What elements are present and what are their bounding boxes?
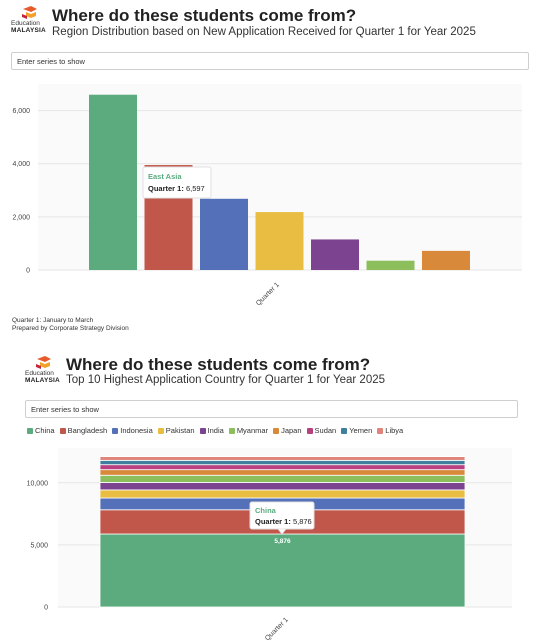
chart-panel-country: Education MALAYSIA Where do these studen… — [0, 350, 539, 640]
tooltip-pointer — [277, 528, 287, 535]
legend-label: Japan — [281, 426, 302, 435]
legend-item-bangladesh[interactable]: Bangladesh — [59, 426, 108, 435]
chart-legend: China Bangladesh Indonesia Pakistan India Mya… — [27, 426, 403, 435]
legend-item-pakistan[interactable]: Pakistan — [157, 426, 195, 435]
legend-label: China — [35, 426, 55, 435]
logo-line1: Education — [25, 370, 54, 377]
chart-tooltip: East Asia Quarter 1: 6,597 — [142, 166, 212, 199]
legend-label: Libya — [385, 426, 404, 435]
y-tick-label: 5,000 — [30, 542, 48, 549]
education-malaysia-logo: Education MALAYSIA — [25, 355, 63, 385]
stack-segment-yemen[interactable] — [99, 459, 466, 466]
stack-segment-libya[interactable] — [99, 456, 466, 461]
country-stacked-bar-chart: 0 5,000 10,000 5,876 Quarter 1 China Quarter 1… — [27, 448, 512, 640]
stack-segment-sudan[interactable] — [99, 464, 466, 471]
tooltip-value-number: 6,597 — [186, 184, 205, 193]
legend-item-yemen[interactable]: Yemen — [341, 426, 372, 435]
legend-swatch — [341, 427, 348, 434]
bar-series-5[interactable] — [311, 239, 359, 270]
series-search-input[interactable] — [25, 400, 518, 418]
legend-label: Myanmar — [236, 426, 269, 435]
data-label: 5,876 — [274, 538, 291, 545]
legend-swatch — [59, 427, 66, 434]
stack-segment-india[interactable] — [99, 482, 466, 491]
tooltip-box — [142, 166, 212, 199]
legend-swatch — [228, 427, 235, 434]
legend-label: Sudan — [314, 426, 337, 435]
y-tick-label: 6,000 — [12, 108, 30, 115]
legend-item-libya[interactable]: Libya — [377, 426, 403, 435]
tooltip-value-number: 5,876 — [293, 517, 312, 526]
legend-swatch — [112, 427, 119, 434]
series-search-input[interactable] — [11, 52, 529, 70]
chart-note-quarter: Quarter 1: January to March — [12, 317, 94, 324]
legend-item-india[interactable]: India — [199, 426, 224, 435]
logo-line2: MALAYSIA — [25, 377, 60, 384]
bar-series-7[interactable] — [422, 250, 470, 270]
bar-east-asia[interactable] — [89, 94, 137, 270]
chart-title: Where do these students come from? — [52, 6, 357, 25]
stack-segment-japan[interactable] — [99, 469, 466, 476]
legend-swatch — [273, 427, 280, 434]
y-tick-label: 4,000 — [12, 161, 30, 168]
education-malaysia-logo: Education MALAYSIA — [11, 5, 49, 35]
tooltip-value-label: Quarter 1: — [255, 517, 293, 526]
legend-label: India — [207, 426, 224, 435]
tooltip-value: Quarter 1: 6,597 — [148, 184, 205, 193]
y-tick-label: 0 — [26, 268, 30, 275]
stack-segment-china[interactable] — [99, 533, 466, 608]
legend-item-china[interactable]: China — [27, 426, 55, 435]
y-tick-label: 0 — [44, 605, 48, 612]
legend-item-indonesia[interactable]: Indonesia — [112, 426, 153, 435]
legend-item-myanmar[interactable]: Myanmar — [228, 426, 269, 435]
y-tick-label: 2,000 — [12, 214, 30, 221]
logo-line1: Education — [11, 20, 40, 27]
legend-label: Indonesia — [120, 426, 153, 435]
y-tick-label: 10,000 — [27, 480, 49, 487]
chart-panel-region: Education MALAYSIA Where do these studen… — [11, 5, 529, 332]
legend-swatch — [27, 427, 33, 434]
legend-swatch — [377, 427, 384, 434]
legend-item-japan[interactable]: Japan — [273, 426, 302, 435]
stack-segment-pakistan[interactable] — [99, 489, 466, 499]
x-tick-label: Quarter 1 — [264, 616, 290, 640]
bar-series-4[interactable] — [255, 212, 304, 270]
bar-series-3[interactable] — [200, 198, 248, 270]
legend-swatch — [306, 427, 313, 434]
tooltip-category: East Asia — [148, 172, 182, 181]
tooltip-value-label: Quarter 1: — [148, 184, 186, 193]
legend-label: Yemen — [349, 426, 373, 435]
logo-line2: MALAYSIA — [11, 27, 46, 34]
region-bar-chart: 0 2,000 4,000 6,000 Quarter 1 East Asia Quarte… — [12, 94, 522, 308]
chart-title: Where do these students come from? — [66, 355, 371, 374]
legend-swatch — [157, 427, 164, 434]
x-tick-label: Quarter 1 — [255, 281, 281, 307]
chart-note-prepared-by: Prepared by Corporate Strategy Division — [12, 325, 129, 332]
legend-item-sudan[interactable]: Sudan — [306, 426, 337, 435]
legend-label: Pakistan — [165, 426, 195, 435]
education-malaysia-logo-icon — [22, 6, 37, 19]
stack-segment-myanmar[interactable] — [99, 474, 466, 483]
tooltip-category: China — [255, 506, 277, 515]
chart-subtitle: Region Distribution based on New Applica… — [52, 26, 476, 38]
tooltip-value: Quarter 1: 5,876 — [255, 517, 312, 526]
chart-subtitle: Top 10 Highest Application Country for Q… — [66, 374, 386, 386]
legend-swatch — [199, 427, 206, 434]
bar-series-6[interactable] — [366, 260, 415, 270]
chart-tooltip: China Quarter 1: 5,876 — [249, 501, 315, 535]
education-malaysia-logo-icon — [36, 356, 51, 369]
legend-label: Bangladesh — [67, 426, 108, 435]
